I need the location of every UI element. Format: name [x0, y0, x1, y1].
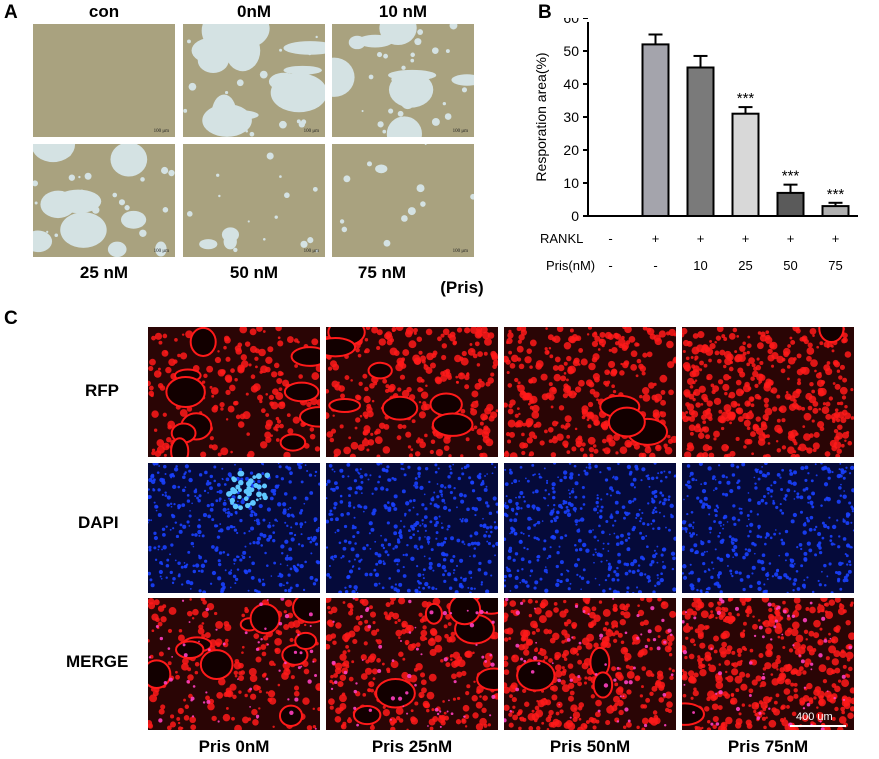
col-caption-25nm: Pris 25nM [371, 737, 453, 756]
pit-image-75nm: 100 μm [332, 144, 474, 257]
significance-marker: *** [737, 90, 755, 107]
y-tick-label: 20 [563, 142, 579, 158]
y-tick-label: 40 [563, 76, 579, 92]
fluor-merge-50nm [504, 598, 676, 730]
pit-image-50nm: 100 μm [183, 144, 325, 257]
fluor-merge-75nm [682, 598, 854, 730]
condition-value: - [653, 258, 657, 273]
pit-micrograph [332, 144, 474, 257]
condition-value: 10 [693, 258, 707, 273]
row-label-dapi: DAPI [78, 513, 119, 532]
condition-value: 50 [783, 258, 797, 273]
col-caption-50nm: Pris 50nM [549, 737, 631, 756]
panel-letter-c: C [4, 308, 18, 329]
condition-value: 25 [738, 258, 752, 273]
label-25nm: 25 nM [79, 263, 129, 282]
col-caption-0nm: Pris 0nM [198, 737, 270, 756]
label-10nm: 10 nM [378, 2, 428, 21]
significance-marker: *** [827, 186, 845, 203]
condition-value: - [608, 231, 612, 246]
pit-image-10nm: 100 μm [332, 24, 474, 137]
pit-micrograph [33, 24, 175, 137]
fluor-rfp-75nm [682, 327, 854, 457]
fluorescence-micrograph [682, 598, 854, 730]
fluor-dapi-75nm [682, 463, 854, 593]
resorption-bar-chart: 0 10 20 30 40 50 60 Resporation area(%) - - + - +10 *… [533, 10, 858, 273]
row-label-rfp: RFP [85, 381, 119, 400]
fluor-merge-0nm [148, 598, 320, 730]
panel-b-chart: 0 10 20 30 40 50 60 Resporation area(%) - - + - +10 *… [530, 10, 875, 293]
condition-value: + [832, 231, 840, 246]
bar [686, 66, 715, 217]
y-tick-label: 0 [571, 208, 579, 224]
condition-row-label: Pris(nM) [546, 258, 595, 273]
fluorescence-micrograph [682, 327, 854, 457]
y-tick-label: 60 [563, 18, 579, 26]
condition-value: 75 [828, 258, 842, 273]
fluorescence-micrograph [148, 463, 320, 593]
fluor-dapi-0nm [148, 463, 320, 593]
condition-value: + [652, 231, 660, 246]
fluorescence-micrograph [326, 327, 498, 457]
fluorescence-micrograph [504, 598, 676, 730]
bar [776, 191, 805, 217]
condition-value: + [742, 231, 750, 246]
pit-micrograph [183, 144, 325, 257]
scale-bar [790, 725, 846, 727]
condition-row-label: RANKL [540, 231, 583, 246]
y-tick-label: 10 [563, 175, 579, 191]
panel-letter-a: A [4, 2, 18, 23]
condition-value: + [697, 231, 705, 246]
label-75nm: 75 nM [357, 263, 407, 282]
scale-bar-label: 400 um [796, 711, 833, 723]
y-tick-label: 50 [563, 43, 579, 59]
label-pris-suffix: (Pris) [440, 278, 484, 297]
row-label-merge: MERGE [66, 652, 129, 671]
pit-micrograph [332, 24, 474, 137]
bar [731, 112, 760, 217]
pit-image-con: 100 μm [33, 24, 175, 137]
y-axis: 0 10 20 30 40 50 60 [563, 10, 589, 224]
pit-image-25nm: 100 μm [33, 144, 175, 257]
fluorescence-micrograph [504, 327, 676, 457]
bar [641, 43, 670, 218]
fluorescence-micrograph [148, 327, 320, 457]
significance-marker: *** [782, 168, 800, 185]
fluorescence-micrograph [682, 463, 854, 593]
y-axis-label: Resporation area(%) [533, 52, 549, 181]
fluorescence-micrograph [326, 598, 498, 730]
fluorescence-micrograph [326, 463, 498, 593]
bar [821, 205, 850, 218]
pit-micrograph [183, 24, 325, 137]
fluor-rfp-50nm [504, 327, 676, 457]
fluor-dapi-50nm [504, 463, 676, 593]
micrograph-scale-tag: 100 μm [452, 129, 468, 134]
col-caption-75nm: Pris 75nM [727, 737, 809, 756]
condition-value: - [608, 258, 612, 273]
micrograph-scale-tag: 100 μm [153, 129, 169, 134]
condition-value: + [787, 231, 795, 246]
label-0nm: 0nM [237, 2, 271, 21]
pit-image-0nm: 100 μm [183, 24, 325, 137]
micrograph-scale-tag: 100 μm [452, 249, 468, 254]
panel-letter-b: B [538, 2, 552, 23]
fluorescence-micrograph [148, 598, 320, 730]
fluorescence-micrograph [504, 463, 676, 593]
fluor-merge-25nm [326, 598, 498, 730]
label-50nm: 50 nM [229, 263, 279, 282]
fluor-rfp-25nm [326, 327, 498, 457]
pit-micrograph [33, 144, 175, 257]
y-tick-label: 30 [563, 109, 579, 125]
fluor-dapi-25nm [326, 463, 498, 593]
fluor-rfp-0nm [148, 327, 320, 457]
micrograph-scale-tag: 100 μm [303, 249, 319, 254]
micrograph-scale-tag: 100 μm [153, 249, 169, 254]
label-con: con [88, 2, 120, 21]
micrograph-scale-tag: 100 μm [303, 129, 319, 134]
